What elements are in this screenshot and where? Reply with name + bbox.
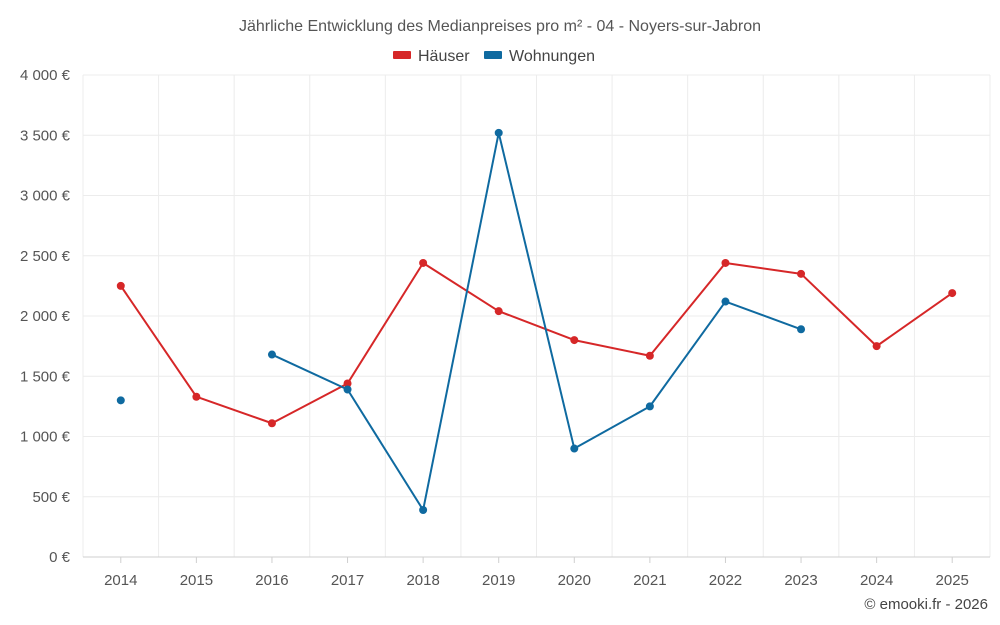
- y-tick-label: 0 €: [49, 549, 71, 566]
- y-tick-label: 1 500 €: [20, 368, 71, 385]
- legend-item-wohnungen[interactable]: Wohnungen: [484, 48, 595, 65]
- data-point[interactable]: [797, 269, 806, 278]
- legend-label-wohnungen: Wohnungen: [509, 48, 595, 65]
- y-tick-label: 2 000 €: [20, 308, 71, 325]
- y-tick-label: 2 500 €: [20, 248, 71, 265]
- x-tick-label: 2016: [255, 572, 288, 589]
- legend-swatch-wohnungen: [484, 51, 502, 59]
- data-point[interactable]: [721, 297, 730, 306]
- x-tick-label: 2024: [860, 572, 893, 589]
- x-tick-label: 2022: [709, 572, 742, 589]
- legend-label-haeuser: Häuser: [418, 48, 470, 65]
- x-tick-label: 2018: [406, 572, 439, 589]
- data-point[interactable]: [343, 379, 352, 388]
- x-tick-label: 2025: [936, 572, 969, 589]
- x-tick-label: 2015: [180, 572, 213, 589]
- credit-text: © emooki.fr - 2026: [864, 596, 988, 613]
- data-point[interactable]: [948, 289, 957, 298]
- legend: Häuser Wohnungen: [393, 48, 595, 65]
- y-tick-label: 3 000 €: [20, 188, 71, 205]
- data-point[interactable]: [116, 396, 125, 405]
- data-point[interactable]: [419, 506, 428, 515]
- axes: 0 € 500 € 1 000 € 1 500 € 2 000 € 2 500 € 3 00…: [20, 67, 990, 589]
- x-tick-label: 2017: [331, 572, 364, 589]
- data-point[interactable]: [797, 325, 806, 334]
- data-point[interactable]: [419, 258, 428, 267]
- data-point[interactable]: [570, 444, 579, 453]
- data-point[interactable]: [494, 307, 503, 316]
- data-point[interactable]: [192, 392, 201, 401]
- series-1: [116, 128, 806, 515]
- data-point[interactable]: [116, 281, 125, 290]
- x-tick-label: 2020: [558, 572, 591, 589]
- data-point[interactable]: [570, 336, 579, 345]
- data-point[interactable]: [645, 402, 654, 411]
- data-point[interactable]: [872, 342, 881, 351]
- y-tick-label: 3 500 €: [20, 127, 71, 144]
- x-tick-label: 2019: [482, 572, 515, 589]
- legend-swatch-haeuser: [393, 51, 411, 59]
- grid: [82, 74, 991, 557]
- series-0: [116, 258, 957, 428]
- data-point[interactable]: [645, 351, 654, 360]
- y-tick-label: 4 000 €: [20, 67, 71, 84]
- x-tick-label: 2014: [104, 572, 137, 589]
- data-point[interactable]: [267, 419, 276, 428]
- series-line: [271, 131, 802, 512]
- data-point[interactable]: [267, 350, 276, 359]
- series-line: [119, 261, 953, 425]
- y-tick-label: 500 €: [32, 489, 70, 506]
- legend-item-haeuser[interactable]: Häuser: [393, 48, 470, 65]
- chart-title: Jährliche Entwicklung des Medianpreises …: [239, 18, 761, 35]
- data-point[interactable]: [721, 258, 730, 267]
- y-tick-label: 1 000 €: [20, 429, 71, 446]
- x-tick-label: 2023: [784, 572, 817, 589]
- series: [116, 128, 957, 515]
- data-point[interactable]: [494, 128, 503, 137]
- x-tick-label: 2021: [633, 572, 666, 589]
- data-point[interactable]: [343, 385, 352, 394]
